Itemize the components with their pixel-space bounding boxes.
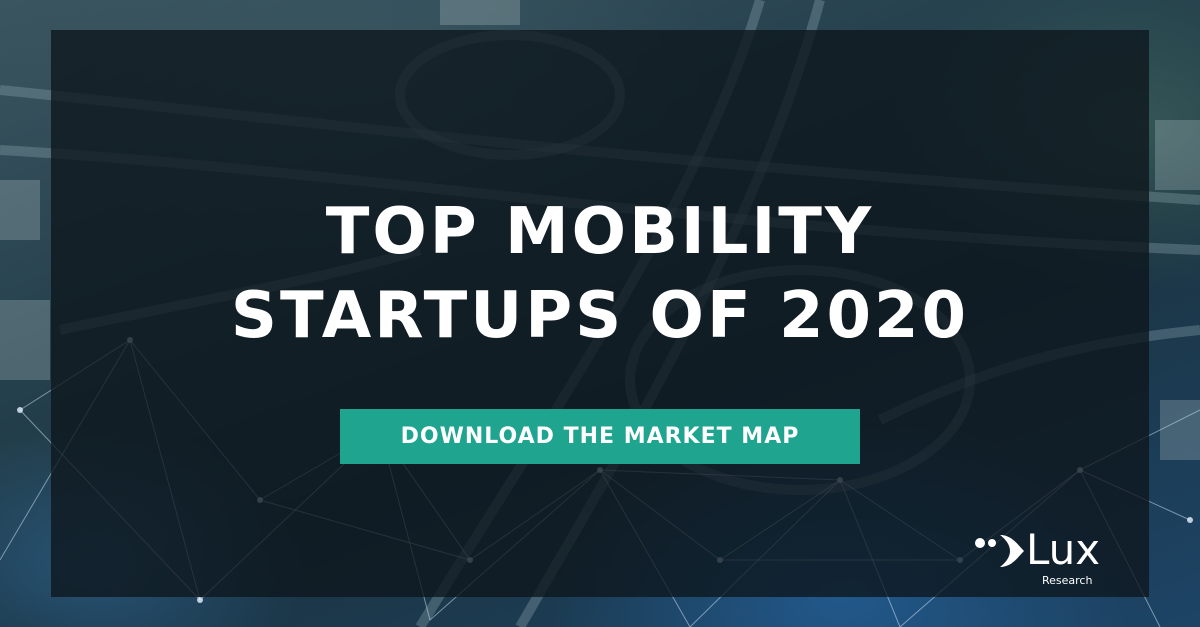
download-market-map-button[interactable]: DOWNLOAD THE MARKET MAP [340, 409, 860, 464]
logo-name: Lux [1026, 525, 1101, 574]
headline-line-1: TOP MOBILITY [325, 195, 875, 269]
logo-tagline: Research [1042, 574, 1093, 587]
headline-line-2: STARTUPS OF 2020 [230, 279, 970, 353]
dark-overlay-panel [51, 30, 1149, 597]
headline: TOP MOBILITY STARTUPS OF 2020 [0, 190, 1200, 358]
lux-research-logo: Lux Research [974, 525, 1134, 591]
lux-logo-mark-icon [975, 535, 1024, 567]
